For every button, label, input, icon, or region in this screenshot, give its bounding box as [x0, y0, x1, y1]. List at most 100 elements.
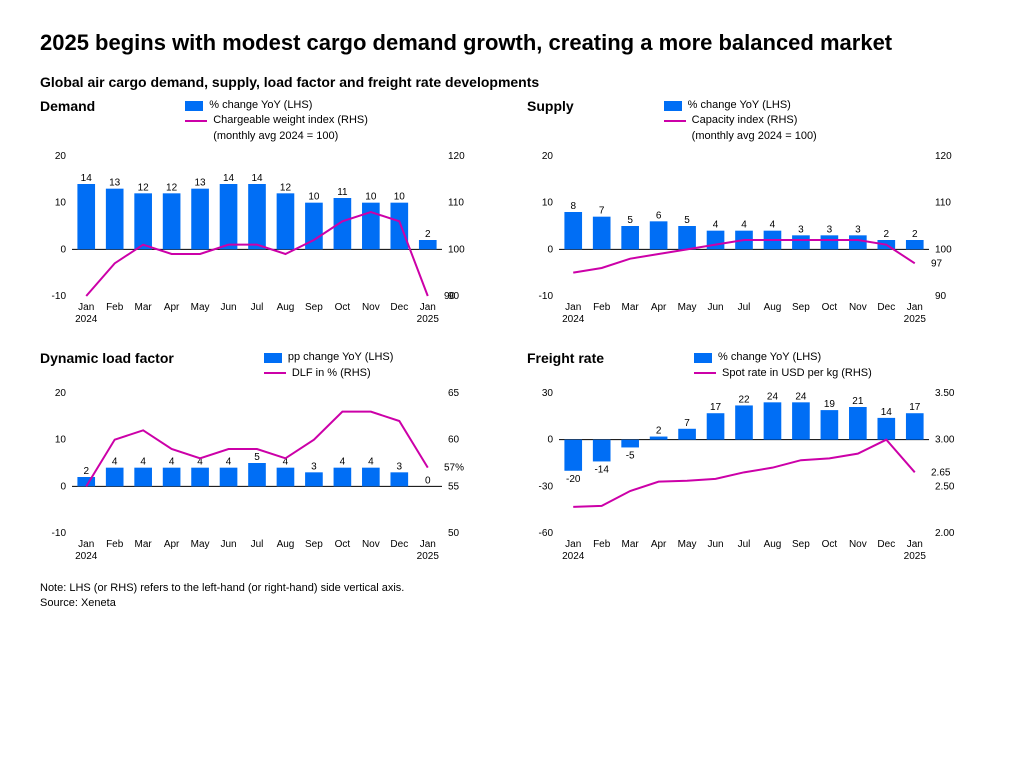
bar: [419, 240, 437, 249]
svg-text:14: 14: [81, 173, 93, 184]
bar: [77, 184, 95, 249]
bar: [106, 468, 124, 487]
bar: [821, 236, 839, 250]
subtitle: Global air cargo demand, supply, load fa…: [40, 74, 984, 90]
svg-text:24: 24: [795, 391, 807, 402]
svg-text:Oct: Oct: [335, 302, 351, 313]
svg-text:2025: 2025: [904, 551, 927, 562]
svg-text:5: 5: [627, 215, 633, 226]
bar: [877, 418, 895, 440]
svg-text:4: 4: [713, 220, 719, 231]
footnote: Note: LHS (or RHS) refers to the left-ha…: [40, 581, 984, 612]
svg-text:Jan: Jan: [907, 539, 923, 550]
svg-text:Jan: Jan: [78, 302, 94, 313]
svg-text:Mar: Mar: [622, 302, 640, 313]
svg-text:Jan: Jan: [78, 539, 94, 550]
bar: [362, 203, 380, 250]
svg-text:2024: 2024: [562, 551, 585, 562]
svg-text:Aug: Aug: [277, 539, 295, 550]
panel-freight: Freight rate % change YoY (LHS) Spot rat…: [527, 350, 984, 567]
bar: [678, 429, 696, 440]
chart-title: Supply: [527, 98, 574, 114]
svg-text:10: 10: [55, 435, 67, 446]
svg-text:8: 8: [570, 201, 576, 212]
bar-swatch: [664, 101, 682, 111]
svg-text:10: 10: [394, 192, 406, 203]
svg-text:Jul: Jul: [251, 302, 264, 313]
svg-text:Feb: Feb: [106, 302, 124, 313]
chart-title: Freight rate: [527, 350, 604, 366]
svg-text:Oct: Oct: [335, 539, 351, 550]
svg-text:2024: 2024: [562, 314, 585, 325]
chart-svg: -60-300302.002.503.003.50-20-14-52717222…: [527, 387, 967, 567]
svg-text:2025: 2025: [904, 314, 927, 325]
chart-legend: % change YoY (LHS) Spot rate in USD per …: [694, 350, 872, 381]
bar: [362, 468, 380, 487]
svg-text:Sep: Sep: [305, 539, 323, 550]
svg-text:110: 110: [448, 198, 464, 209]
series-line: [573, 440, 915, 507]
chart-title: Dynamic load factor: [40, 350, 174, 366]
svg-text:4: 4: [112, 457, 118, 468]
svg-text:120: 120: [935, 151, 952, 162]
svg-text:24: 24: [767, 391, 779, 402]
line-end-label: 57%: [444, 463, 464, 474]
bar-swatch: [694, 353, 712, 363]
chart-legend: % change YoY (LHS) Chargeable weight ind…: [185, 98, 368, 144]
svg-text:Jan: Jan: [565, 539, 581, 550]
svg-text:-10: -10: [52, 291, 67, 302]
bar: [248, 463, 266, 486]
svg-text:3.50: 3.50: [935, 388, 955, 399]
svg-text:4: 4: [169, 457, 175, 468]
svg-text:Apr: Apr: [164, 539, 180, 550]
svg-text:3: 3: [855, 225, 861, 236]
svg-text:11: 11: [337, 187, 348, 198]
svg-text:Aug: Aug: [277, 302, 295, 313]
bar: [906, 240, 924, 249]
svg-text:Dec: Dec: [390, 539, 408, 550]
svg-text:Jan: Jan: [565, 302, 581, 313]
svg-text:3: 3: [827, 225, 833, 236]
svg-text:Aug: Aug: [764, 302, 782, 313]
svg-text:2.50: 2.50: [935, 481, 955, 492]
svg-text:-5: -5: [626, 450, 635, 461]
bar: [106, 189, 124, 250]
bar: [849, 407, 867, 440]
svg-text:5: 5: [684, 215, 690, 226]
svg-text:Nov: Nov: [849, 302, 867, 313]
svg-text:10: 10: [308, 192, 320, 203]
svg-text:Dec: Dec: [390, 302, 408, 313]
svg-text:Apr: Apr: [651, 302, 667, 313]
svg-text:4: 4: [741, 220, 747, 231]
svg-text:-10: -10: [539, 291, 554, 302]
panel-demand: Demand % change YoY (LHS) Chargeable wei…: [40, 98, 497, 330]
svg-text:0: 0: [547, 245, 553, 256]
svg-text:60: 60: [448, 435, 460, 446]
svg-text:30: 30: [542, 388, 554, 399]
bar: [191, 189, 209, 250]
line-swatch: [264, 372, 286, 374]
legend-line-sub: (monthly avg 2024 = 100): [213, 129, 338, 144]
svg-text:2.00: 2.00: [935, 528, 955, 539]
bar: [134, 194, 152, 250]
svg-text:-30: -30: [539, 481, 554, 492]
svg-text:6: 6: [656, 211, 662, 222]
line-swatch: [694, 372, 716, 374]
svg-text:20: 20: [55, 388, 67, 399]
page-title: 2025 begins with modest cargo demand gro…: [40, 30, 984, 56]
svg-text:14: 14: [223, 173, 235, 184]
svg-text:65: 65: [448, 388, 460, 399]
legend-line-label: Chargeable weight index (RHS): [213, 113, 368, 128]
svg-text:12: 12: [138, 183, 150, 194]
bar: [390, 203, 408, 250]
svg-text:12: 12: [166, 183, 178, 194]
svg-text:21: 21: [852, 396, 864, 407]
legend-line-label: Spot rate in USD per kg (RHS): [722, 366, 872, 381]
svg-text:3: 3: [311, 461, 317, 472]
panel-dlf: Dynamic load factor pp change YoY (LHS) …: [40, 350, 497, 567]
svg-text:Sep: Sep: [792, 302, 810, 313]
svg-text:3.00: 3.00: [935, 435, 955, 446]
svg-text:Jan: Jan: [907, 302, 923, 313]
svg-text:May: May: [678, 302, 697, 313]
svg-text:-60: -60: [539, 528, 554, 539]
